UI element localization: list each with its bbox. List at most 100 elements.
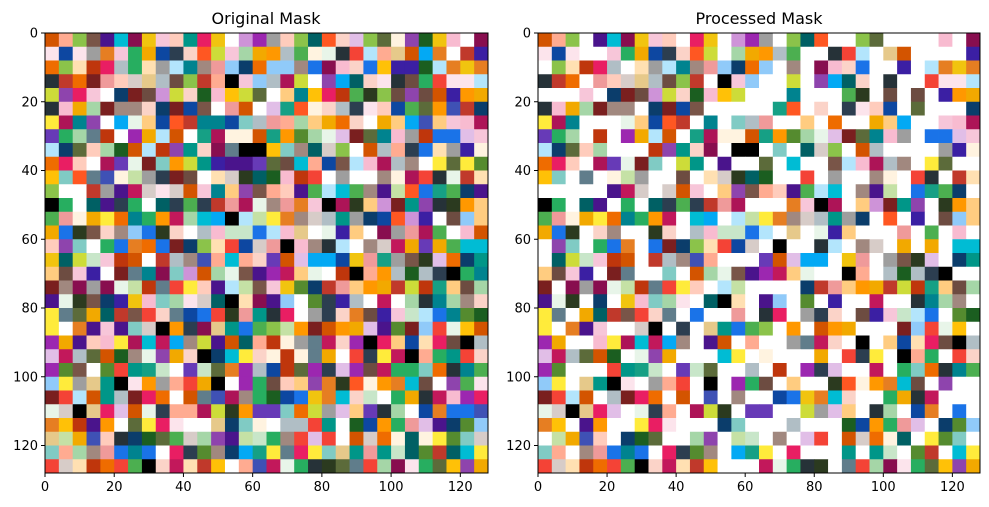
heatmap-cell [662, 47, 676, 61]
heatmap-cell [142, 322, 156, 336]
heatmap-cell [433, 102, 447, 116]
heatmap-cell [322, 116, 336, 130]
heatmap-cell [814, 74, 828, 88]
heatmap-cell [336, 88, 350, 102]
heatmap-cell [73, 459, 87, 473]
heatmap-cell [718, 336, 732, 350]
heatmap-cell [828, 88, 842, 102]
heatmap-cell [952, 116, 966, 130]
heatmap-cell [704, 432, 718, 446]
heatmap-cell [662, 281, 676, 295]
heatmap-cell [446, 47, 460, 61]
heatmap-cell [621, 184, 635, 198]
heatmap-cell [690, 239, 704, 253]
heatmap-cell [759, 308, 773, 322]
heatmap-cell [142, 171, 156, 185]
heatmap-cell [745, 418, 759, 432]
heatmap-cell [939, 102, 953, 116]
heatmap-cell [952, 198, 966, 212]
heatmap-cell [197, 88, 211, 102]
heatmap-cell [552, 322, 566, 336]
heatmap-cell [883, 74, 897, 88]
heatmap-cell [690, 294, 704, 308]
heatmap-cell [704, 281, 718, 295]
heatmap-cell [925, 322, 939, 336]
heatmap-cell [114, 363, 128, 377]
heatmap-cell [45, 116, 59, 130]
heatmap-cell [800, 349, 814, 363]
y-tick-label: 100 [13, 370, 38, 385]
heatmap-cell [773, 418, 787, 432]
heatmap-cell [925, 336, 939, 350]
heatmap-cell [322, 363, 336, 377]
heatmap-cell [952, 281, 966, 295]
heatmap-cell [649, 74, 663, 88]
heatmap-cell [635, 459, 649, 473]
heatmap-cell [538, 157, 552, 171]
heatmap-cell [939, 377, 953, 391]
heatmap-cell [308, 212, 322, 226]
heatmap-cell [474, 157, 488, 171]
heatmap-cell [649, 349, 663, 363]
heatmap-cell [377, 418, 391, 432]
heatmap-cell [856, 61, 870, 75]
heatmap-cell [745, 226, 759, 240]
heatmap-cell [787, 88, 801, 102]
heatmap-cell [142, 459, 156, 473]
heatmap-cell [211, 33, 225, 47]
heatmap-cell [870, 267, 884, 281]
heatmap-cell [676, 74, 690, 88]
heatmap-cell [267, 47, 281, 61]
heatmap-cell [662, 74, 676, 88]
heatmap-cell [883, 446, 897, 460]
heatmap-cell [939, 33, 953, 47]
heatmap-cell [183, 349, 197, 363]
heatmap-cell [621, 198, 635, 212]
heatmap-cell [225, 47, 239, 61]
heatmap-cell [593, 267, 607, 281]
heatmap-cell [391, 294, 405, 308]
heatmap-cell [718, 143, 732, 157]
heatmap-cell [446, 349, 460, 363]
heatmap-cell [759, 294, 773, 308]
heatmap-cell [253, 116, 267, 130]
heatmap-cell [308, 61, 322, 75]
heatmap-cell [142, 239, 156, 253]
heatmap-cell [593, 446, 607, 460]
heatmap-cell [197, 102, 211, 116]
heatmap-cell [183, 74, 197, 88]
heatmap-cell [128, 459, 142, 473]
heatmap-cell [211, 322, 225, 336]
heatmap-cell [704, 116, 718, 130]
heatmap-cell [621, 404, 635, 418]
heatmap-cell [621, 391, 635, 405]
heatmap-cell [183, 404, 197, 418]
heatmap-cell [662, 322, 676, 336]
heatmap-cell [363, 61, 377, 75]
heatmap-cell [350, 88, 364, 102]
heatmap-cell [745, 336, 759, 350]
heatmap-cell [405, 308, 419, 322]
heatmap-cell [474, 267, 488, 281]
heatmap-cell [211, 391, 225, 405]
heatmap-cell [718, 171, 732, 185]
heatmap-cell [745, 267, 759, 281]
heatmap-cell [897, 267, 911, 281]
heatmap-cell [704, 267, 718, 281]
heatmap-cell [253, 184, 267, 198]
heatmap-cell [377, 198, 391, 212]
heatmap-cell [897, 349, 911, 363]
heatmap-cell [460, 432, 474, 446]
heatmap-cell [939, 239, 953, 253]
heatmap-cell [828, 432, 842, 446]
heatmap-cell [114, 74, 128, 88]
heatmap-cell [73, 102, 87, 116]
heatmap-cell [253, 322, 267, 336]
heatmap-cell [925, 308, 939, 322]
heatmap-cell [676, 239, 690, 253]
heatmap-cell [566, 418, 580, 432]
heatmap-cell [267, 74, 281, 88]
heatmap-cell [350, 226, 364, 240]
heatmap-cell [552, 212, 566, 226]
heatmap-cell [800, 33, 814, 47]
